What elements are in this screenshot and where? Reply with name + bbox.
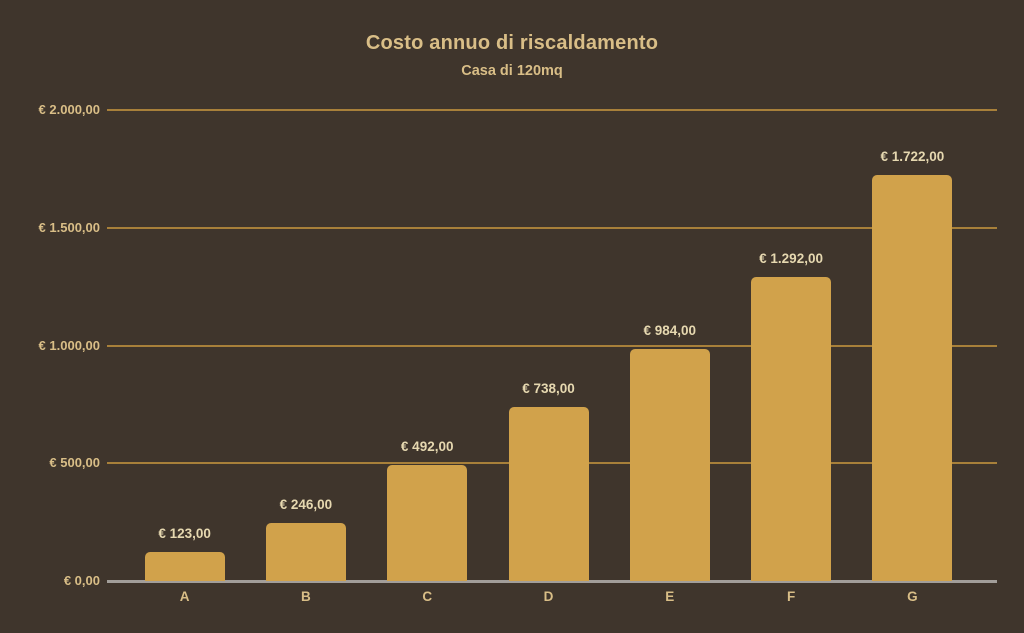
gridline — [107, 344, 997, 347]
x-axis-baseline — [107, 580, 997, 583]
bar-value-label: € 984,00 — [643, 323, 697, 339]
bar-value-label: € 246,00 — [279, 497, 333, 513]
y-tick-label: € 2.000,00 — [38, 102, 100, 117]
y-tick-label: € 1.000,00 — [38, 337, 100, 353]
bar-value-label: € 1.292,00 — [759, 250, 823, 266]
bar-value-label: € 123,00 — [158, 526, 211, 542]
bar-value-label: € 492,00 — [400, 439, 454, 455]
bar-a[interactable] — [144, 552, 225, 581]
x-category-label: E — [665, 589, 675, 604]
y-tick-label: € 0,00 — [63, 573, 100, 588]
x-category-label: D — [543, 589, 554, 604]
gridline — [107, 226, 997, 229]
bar-d[interactable] — [508, 407, 589, 581]
bar-value-label: € 1.722,00 — [880, 149, 945, 165]
x-category-label: C — [422, 589, 433, 604]
y-tick-label: € 500,00 — [49, 455, 100, 471]
chart-subtitle: Casa di 120mq — [461, 63, 563, 79]
x-category-label: A — [179, 589, 190, 604]
x-category-label: G — [907, 589, 918, 604]
bar-f[interactable] — [751, 276, 832, 581]
y-tick-label: € 1.500,00 — [38, 219, 100, 235]
bar-e[interactable] — [629, 349, 710, 581]
x-category-label: B — [301, 589, 311, 604]
x-category-label: F — [786, 589, 796, 604]
bar-g[interactable] — [872, 175, 953, 581]
gridline — [107, 109, 997, 111]
bar-b[interactable] — [265, 523, 346, 581]
chart-title: Costo annuo di riscaldamento — [365, 32, 659, 54]
bar-c[interactable] — [387, 465, 468, 581]
bar-value-label: € 738,00 — [522, 381, 575, 397]
